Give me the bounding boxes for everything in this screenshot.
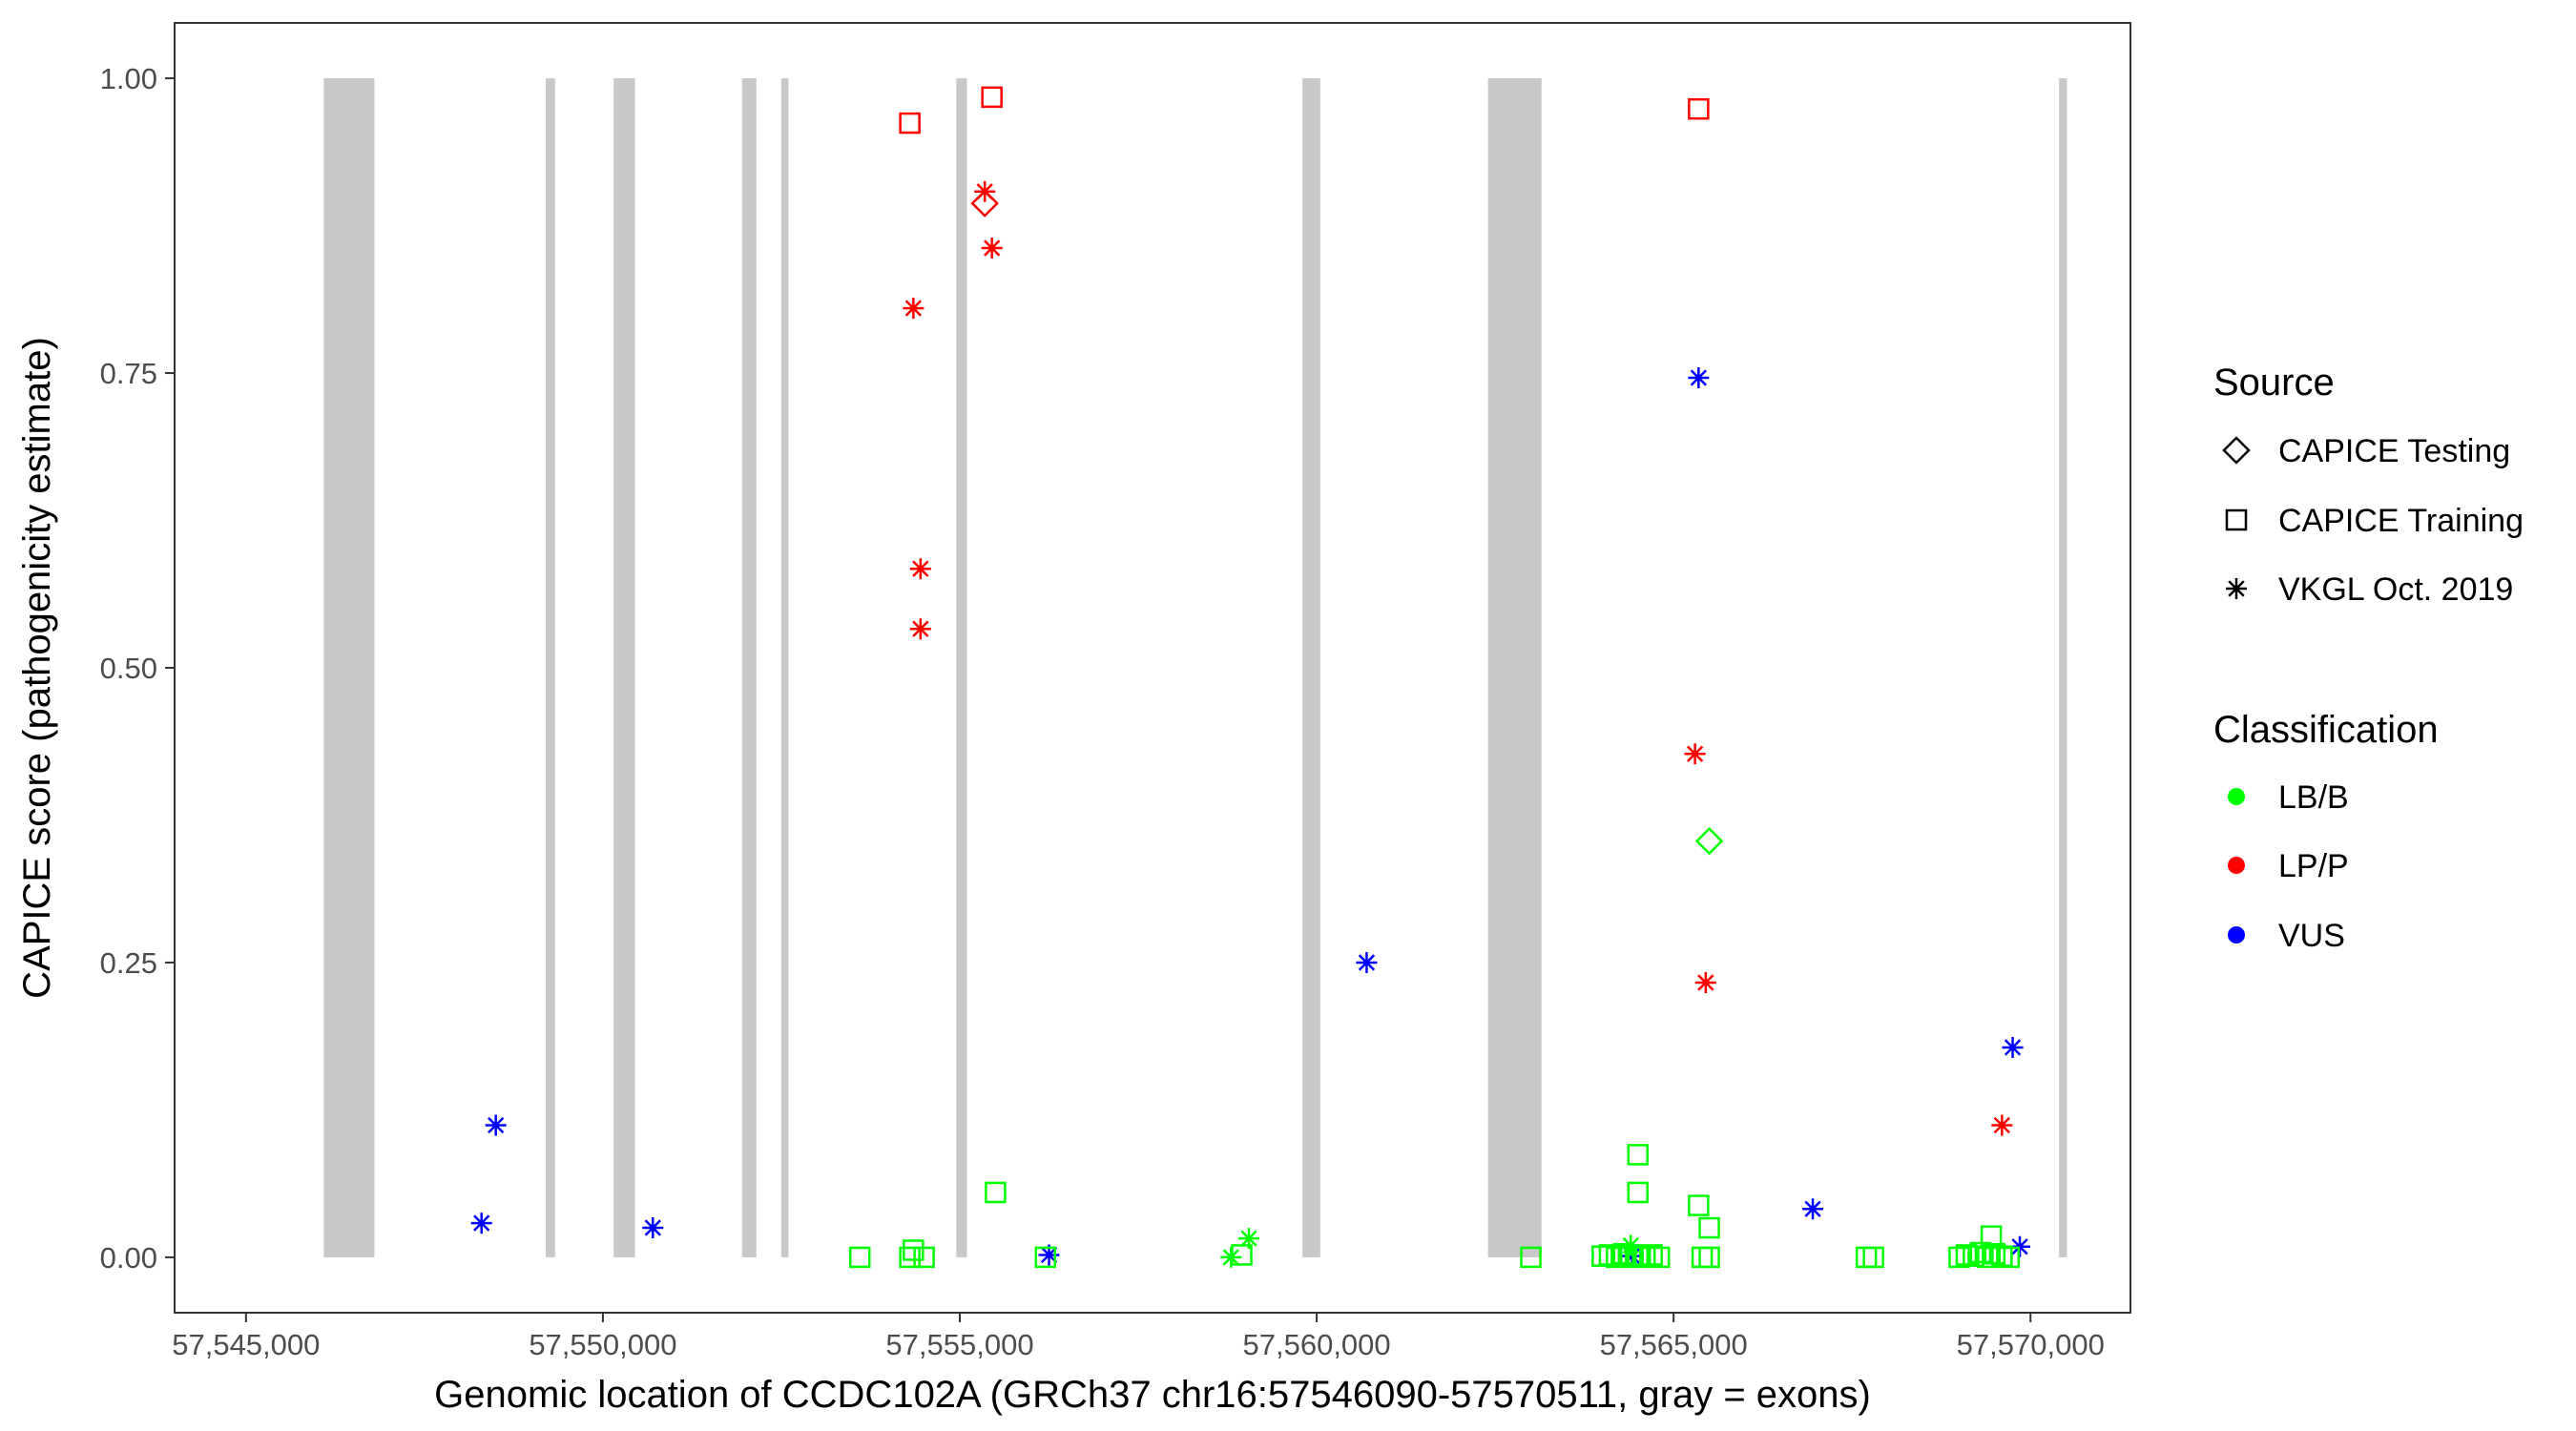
exon-band xyxy=(323,78,375,1257)
data-point xyxy=(1034,1246,1057,1269)
data-point xyxy=(1694,826,1724,856)
y-tick-label: 0.25 xyxy=(100,946,157,980)
data-point xyxy=(485,1114,507,1136)
x-tick-label: 57,570,000 xyxy=(1957,1328,2105,1361)
data-point xyxy=(903,1239,924,1261)
data-point xyxy=(1684,743,1706,765)
exon-band xyxy=(1302,78,1320,1257)
classification-legend-label: LB/B xyxy=(2278,779,2349,816)
data-point xyxy=(985,1181,1007,1204)
classification-legend-label: LP/P xyxy=(2278,848,2349,884)
data-point xyxy=(1998,1246,2021,1269)
legend-key-dot xyxy=(2228,926,2245,944)
data-point xyxy=(1688,366,1710,388)
plot-panel-border xyxy=(174,22,2131,1314)
source-legend-label: VKGL Oct. 2019 xyxy=(2278,571,2513,608)
data-point xyxy=(1688,97,1710,120)
data-point xyxy=(1984,1242,2006,1265)
data-point xyxy=(981,86,1003,109)
data-point xyxy=(899,1246,921,1269)
y-tick-label: 0.00 xyxy=(100,1241,157,1275)
exon-band xyxy=(741,78,757,1257)
x-axis: 57,545,000 57,550,000 57,555,000 57,560,000… xyxy=(172,1313,2105,1361)
data-point xyxy=(1948,1246,1970,1269)
source-legend-title: Source xyxy=(2213,362,2335,404)
classification-legend-label: VUS xyxy=(2278,918,2345,954)
data-point xyxy=(1356,951,1378,973)
data-point xyxy=(909,618,931,640)
data-point xyxy=(1862,1246,1884,1269)
data-point xyxy=(1231,1244,1253,1266)
data-point xyxy=(1238,1228,1259,1250)
source-legend-label: CAPICE Training xyxy=(2278,503,2524,539)
legend: Source Classification CAPICE Testing CAPI… xyxy=(2213,362,2524,954)
data-point xyxy=(1688,1194,1710,1216)
exon-band xyxy=(2059,78,2067,1257)
x-tick-label: 57,560,000 xyxy=(1243,1328,1391,1361)
classification-legend-title: Classification xyxy=(2213,709,2439,751)
source-legend-label: CAPICE Testing xyxy=(2278,433,2510,469)
x-tick-label: 57,545,000 xyxy=(172,1328,320,1361)
y-tick-label: 0.50 xyxy=(100,652,157,685)
data-point xyxy=(2002,1036,2024,1058)
data-point xyxy=(1698,1246,1720,1269)
data-point xyxy=(1627,1144,1650,1166)
x-tick-label: 57,555,000 xyxy=(885,1328,1033,1361)
data-points xyxy=(470,86,2031,1269)
data-point xyxy=(970,189,999,218)
data-point xyxy=(1648,1246,1671,1269)
data-point xyxy=(1691,1246,1714,1269)
data-point xyxy=(1855,1246,1878,1269)
data-point xyxy=(1606,1246,1628,1269)
data-point xyxy=(848,1246,871,1269)
data-point xyxy=(1641,1244,1663,1266)
y-tick-label: 0.75 xyxy=(100,357,157,390)
data-point xyxy=(1963,1245,1984,1267)
legend-key-diamond xyxy=(2222,436,2251,465)
data-point xyxy=(1802,1198,1824,1220)
data-point xyxy=(1627,1181,1650,1204)
exon-band xyxy=(780,78,789,1257)
data-point xyxy=(903,298,924,320)
data-point xyxy=(1698,1216,1720,1239)
exon-band xyxy=(1487,78,1542,1257)
x-tick-label: 57,550,000 xyxy=(529,1328,676,1361)
exon-band xyxy=(956,78,967,1257)
data-point xyxy=(1598,1244,1621,1266)
legend-key-asterisk xyxy=(2226,578,2247,599)
legend-key-dot xyxy=(2228,788,2245,805)
exon-bands xyxy=(323,78,2067,1257)
y-axis-label: CAPICE score (pathogenicity estimate) xyxy=(16,337,58,999)
data-point xyxy=(1977,1246,1999,1269)
data-point xyxy=(642,1217,664,1239)
data-point xyxy=(470,1213,492,1234)
exon-band xyxy=(546,78,555,1257)
data-point xyxy=(981,238,1003,259)
x-axis-label: Genomic location of CCDC102A (GRCh37 chr… xyxy=(434,1374,1871,1416)
legend-key-square xyxy=(2225,508,2248,531)
data-point xyxy=(1591,1245,1613,1267)
data-point xyxy=(1520,1246,1542,1269)
x-tick-label: 57,565,000 xyxy=(1600,1328,1748,1361)
legend-key-dot xyxy=(2228,857,2245,874)
data-point xyxy=(1038,1244,1060,1266)
y-axis: 0.00 0.25 0.50 0.75 1.00 xyxy=(100,62,175,1275)
data-point xyxy=(1991,1114,2013,1136)
data-point xyxy=(1620,1244,1642,1266)
data-point xyxy=(899,112,921,135)
exon-band xyxy=(613,78,635,1257)
data-point xyxy=(909,558,931,580)
y-tick-label: 1.00 xyxy=(100,62,157,95)
data-point xyxy=(1694,971,1716,993)
